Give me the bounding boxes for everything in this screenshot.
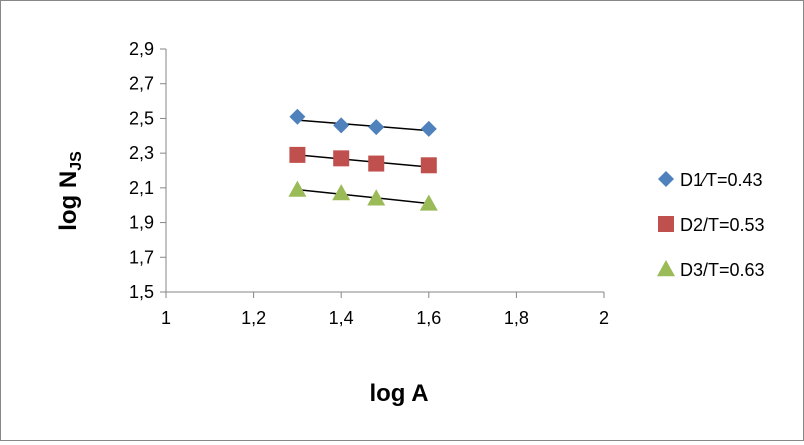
data-point-series-3 xyxy=(367,189,386,206)
y-axis-title: log NJS xyxy=(55,151,85,231)
legend-item-1: D1⁄T=0.43 xyxy=(658,170,763,190)
x-tick-label: 1,4 xyxy=(329,308,354,328)
x-tick-label: 2 xyxy=(599,308,609,328)
legend-item-2: D2/T=0.53 xyxy=(658,215,765,235)
data-point-series-3 xyxy=(332,184,351,201)
trendline-series-1 xyxy=(297,119,429,132)
data-point-series-2 xyxy=(289,146,306,163)
data-point-series-1 xyxy=(368,119,385,136)
y-tick-label: 2,3 xyxy=(129,143,154,163)
y-tick-label: 2,5 xyxy=(129,108,154,128)
data-point-series-2 xyxy=(420,157,437,174)
legend-marker-square xyxy=(658,216,674,232)
y-tick-label: 2,1 xyxy=(129,178,154,198)
y-tick-label: 1,9 xyxy=(129,213,154,233)
axes-layer: 1,5 1,7 1,9 2,1 2,3 2,5 2,7 2,9 1 1,2 1,4 1,6 1,8 2 xyxy=(129,39,609,328)
data-point-series-1 xyxy=(333,117,350,134)
x-tick-label: 1 xyxy=(161,308,171,328)
y-tick-label: 1,5 xyxy=(129,282,154,302)
legend: D1⁄T=0.43 D2/T=0.53 D3/T=0.63 xyxy=(657,170,765,280)
x-tick-label: 1,6 xyxy=(416,308,441,328)
data-point-series-1 xyxy=(420,120,437,137)
marker-layer xyxy=(288,108,438,211)
legend-label: D1⁄T=0.43 xyxy=(680,170,763,190)
y-tick-label: 2,9 xyxy=(129,39,154,59)
data-point-series-2 xyxy=(368,155,385,172)
y-axis-title-main: log N xyxy=(55,171,82,231)
x-tick-label: 1,2 xyxy=(241,308,266,328)
y-tick-label: 1,7 xyxy=(129,247,154,267)
data-point-series-2 xyxy=(333,150,350,167)
legend-label: D2/T=0.53 xyxy=(680,215,765,235)
y-tick-label: 2,7 xyxy=(129,74,154,94)
trendline-layer xyxy=(297,119,429,205)
trendline-series-2 xyxy=(297,154,429,168)
y-axis-title-subscript: JS xyxy=(68,151,85,171)
legend-marker-diamond xyxy=(658,171,674,187)
legend-marker-triangle xyxy=(657,260,675,277)
legend-label: D3/T=0.63 xyxy=(680,260,765,280)
data-point-series-3 xyxy=(288,180,307,197)
data-point-series-1 xyxy=(289,108,306,125)
legend-item-3: D3/T=0.63 xyxy=(657,260,765,280)
data-point-series-3 xyxy=(419,194,438,211)
x-axis-title: log A xyxy=(369,380,428,407)
trendline-series-3 xyxy=(297,188,429,205)
x-tick-label: 1,8 xyxy=(504,308,529,328)
